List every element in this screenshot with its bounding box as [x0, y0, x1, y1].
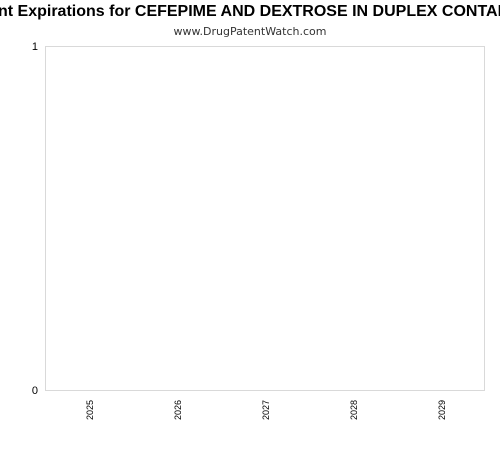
x-axis: 2025 2026 2027 2028 2029 [85, 400, 447, 420]
y-axis: 01 [32, 41, 38, 397]
chart-title: Patent Expirations for CEFEPIME AND DEXT… [0, 1, 500, 23]
y-tick-label: 0 [32, 385, 38, 397]
x-tick-label-2029: 2029 [437, 400, 447, 420]
x-tick-label-2027: 2027 [261, 400, 271, 420]
y-tick-label: 1 [32, 41, 38, 53]
chart-title-text: Patent Expirations for CEFEPIME AND DEXT… [0, 3, 500, 20]
chart-subtitle: www.DrugPatentWatch.com [173, 25, 327, 38]
plot-area [45, 46, 485, 391]
x-tick-label-2025: 2025 [85, 400, 95, 420]
x-tick-label-2028: 2028 [349, 400, 359, 420]
x-tick-label-2026: 2026 [173, 400, 183, 420]
